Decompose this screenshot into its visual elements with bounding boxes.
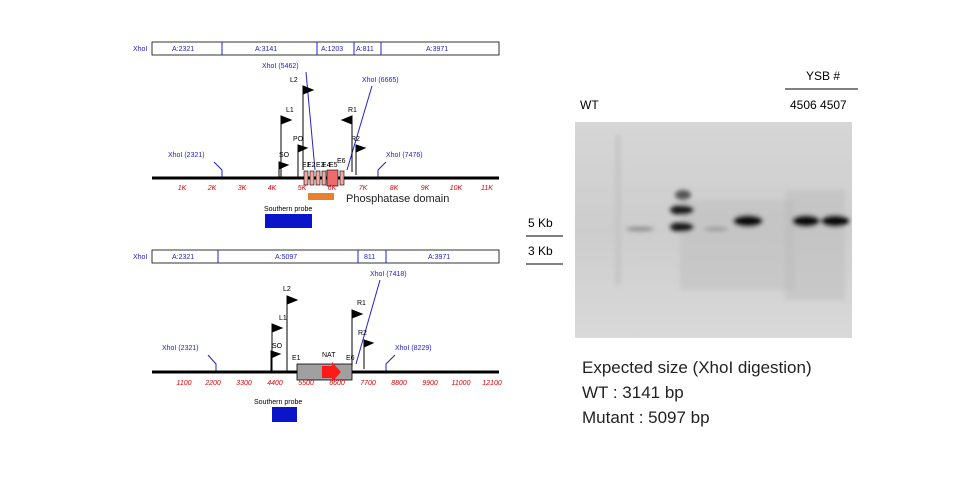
segment: A:811 [356, 46, 374, 53]
exon-label: E5 [329, 162, 338, 169]
axis-label: 7K [359, 185, 368, 192]
exon-label: E2 [307, 162, 316, 169]
axis-label: 10K [450, 185, 463, 192]
segment: A:1203 [321, 46, 343, 53]
domain-bar [308, 193, 334, 200]
primer-label: SO [272, 343, 283, 350]
feature-label: NAT [322, 352, 336, 359]
axis-label: 5K [298, 185, 307, 192]
probe-label: Southern probe [264, 206, 312, 213]
axis-label: 9900 [422, 380, 438, 387]
axis-label: 3300 [236, 380, 252, 387]
lane-labels: 4506 4507 [790, 98, 847, 112]
top-map: XhoI A:2321 A:3141 A:1203 A:811 A:3971 X… [133, 41, 500, 228]
gel-header: YSB # [806, 69, 840, 83]
restriction-bar [151, 249, 500, 264]
axis-label: 12100 [482, 380, 502, 387]
axis-label: 8K [390, 185, 399, 192]
dividers [217, 250, 387, 263]
axis-label: 2K [207, 185, 217, 192]
gel-panel: YSB # 4506 4507 WT 5 Kb 3 Kb [526, 69, 858, 338]
primer-label: L1 [279, 315, 287, 322]
segment: A:3971 [426, 46, 448, 53]
axis-label: 6K [328, 185, 337, 192]
axis-label: 6600 [329, 380, 345, 387]
marker-label: 3 Kb [528, 244, 553, 258]
axis-label: 2200 [204, 380, 221, 387]
exon-label: E3 [316, 162, 325, 169]
segment: A:3141 [255, 46, 277, 53]
wt-label: WT [580, 98, 599, 112]
primer-flags [278, 85, 367, 178]
restriction-bar [151, 41, 500, 56]
exon-label: E4 [322, 162, 331, 169]
primer-label: R2 [351, 136, 360, 143]
segment: A:2321 [172, 254, 194, 261]
axis-label: 1K [178, 185, 187, 192]
restriction-label: XhoI [133, 46, 147, 53]
axis-label: 4K [268, 185, 277, 192]
primer-label: R2 [358, 330, 367, 337]
primer-label: R1 [348, 107, 357, 114]
probe [272, 407, 297, 422]
domain-label: Phosphatase domain [346, 193, 449, 205]
primer-label: L1 [286, 107, 294, 114]
axis-label: 8800 [391, 380, 407, 387]
nat-arrow [322, 362, 341, 382]
feature-label: E1 [292, 355, 301, 362]
marker-label: 5 Kb [528, 216, 553, 230]
site-label: XhoI (5462) [262, 63, 299, 70]
axis-label: 5500 [298, 380, 314, 387]
axis-label: 9K [421, 185, 430, 192]
axis-label: 11000 [452, 380, 471, 387]
dividers [221, 42, 382, 55]
site-label: XhoI (6665) [362, 77, 399, 84]
site-label: XhoI (7476) [386, 152, 423, 159]
exon-label: E6 [337, 158, 346, 165]
restriction-label: XhoI [133, 254, 147, 261]
caption: Expected size (XhoI digestion) WT : 3141… [582, 358, 812, 427]
primer-label: SO [279, 152, 290, 159]
caption-line: WT : 3141 bp [582, 383, 684, 402]
site-label: XhoI (7418) [370, 271, 407, 278]
segment: A:3971 [428, 254, 450, 261]
exon-label: E1 [302, 162, 311, 169]
caption-line: Mutant : 5097 bp [582, 408, 710, 427]
primer-label: L2 [283, 286, 291, 293]
axis-label: 1100 [176, 380, 191, 387]
primer-label: PO [293, 136, 304, 143]
segment: A:2321 [172, 46, 194, 53]
site-label: XhoI (8229) [395, 345, 432, 352]
primer-label: R1 [357, 300, 366, 307]
caption-title: Expected size (XhoI digestion) [582, 358, 812, 377]
site-label: XhoI (2321) [168, 152, 205, 159]
bottom-map: XhoI A:2321 A:5097 811 A:3971 XhoI (7418… [133, 249, 502, 422]
primer-flags [270, 295, 375, 372]
probe [265, 214, 312, 228]
axis-label: 11K [481, 185, 493, 192]
feature-label: E6 [346, 355, 355, 362]
axis-label: 3K [238, 185, 247, 192]
probe-label: Southern probe [254, 399, 302, 406]
axis-label: 4400 [267, 380, 283, 387]
site-label: XhoI (2321) [162, 345, 199, 352]
gel-bands [615, 135, 849, 300]
exons [303, 169, 345, 187]
primer-label: L2 [290, 77, 298, 84]
segment: 811 [364, 254, 375, 261]
axis-label: 7700 [360, 380, 376, 387]
segment: A:5097 [275, 254, 297, 261]
